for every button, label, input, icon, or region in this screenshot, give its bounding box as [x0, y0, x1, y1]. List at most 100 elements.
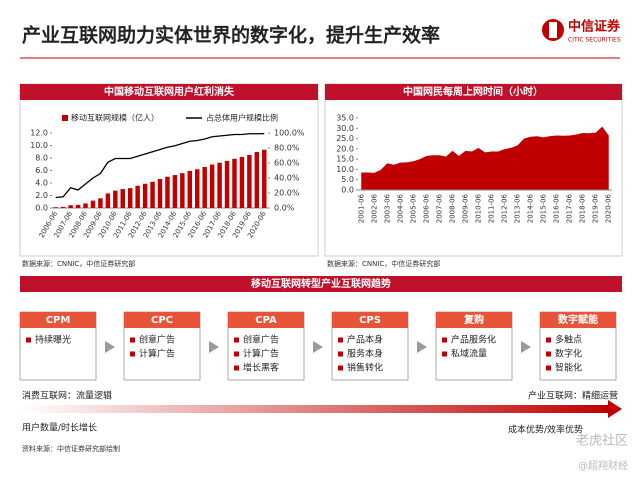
trend-label: 产业互联网：精细运营	[528, 390, 618, 402]
x-tick-label: 2018-06	[579, 193, 587, 223]
x-tick-label: 2008-06	[448, 193, 456, 223]
bar	[202, 167, 207, 208]
y-tick-label: 5.0	[341, 175, 354, 184]
bar	[187, 170, 193, 208]
bar	[142, 183, 148, 208]
bar	[53, 207, 58, 208]
bar	[150, 181, 155, 208]
trend-label: 用户数量/时长增长	[22, 422, 97, 434]
bar	[60, 206, 66, 208]
bullet	[234, 365, 239, 371]
bullet	[130, 351, 135, 357]
y-tick-label: 20.0	[336, 144, 354, 153]
y2-tick-label: 60.0%	[274, 159, 300, 168]
x-tick-label: 2012-06	[501, 193, 509, 223]
y-tick-label: 30.0	[336, 124, 354, 133]
flow-arrow	[417, 341, 427, 353]
x-tick-label: 2003-06	[383, 193, 391, 223]
bar	[120, 189, 125, 208]
x-tick-label: 2006-06	[422, 193, 430, 223]
flow-header	[20, 276, 622, 292]
y-tick-label: 2.0	[35, 191, 48, 200]
bullet	[442, 351, 447, 357]
bullet	[234, 337, 239, 343]
bar	[127, 188, 133, 208]
step-item: 产品服务化	[451, 334, 496, 346]
x-tick-label: 2019-06	[592, 193, 600, 223]
y-tick-label: 10.0	[336, 165, 354, 174]
x-tick-label: 2007-06	[435, 193, 443, 223]
logo-cn: 中信证券	[568, 19, 621, 35]
flow-arrow	[209, 341, 219, 353]
bar	[254, 151, 260, 208]
line	[55, 132, 265, 199]
step-item: 增长黑客	[243, 362, 279, 374]
bar	[90, 200, 96, 208]
source: 数据来源：CNNIC，中信证券研究部	[22, 259, 135, 268]
step-name: 复购	[463, 313, 484, 326]
bar	[75, 204, 81, 208]
step-header	[20, 312, 96, 328]
legend-label: 移动互联网规模（亿人）	[71, 113, 159, 123]
step-name: 数字赋能	[558, 313, 598, 326]
y-tick-label: 0.0	[341, 186, 354, 195]
bar	[172, 175, 178, 208]
bar	[239, 156, 245, 208]
y2-tick-label: 0.0%	[274, 204, 295, 213]
x-tick-label: 2015-06	[540, 193, 548, 223]
trend-label: 成本优势/效率优势	[508, 424, 583, 436]
y-tick-label: 10.0	[30, 141, 48, 150]
watermark: 老虎社区	[576, 433, 628, 449]
y2-tick-label: 80.0%	[274, 144, 300, 153]
y2-tick-label: 20.0%	[274, 189, 300, 198]
y-tick-label: 0.0	[35, 204, 48, 213]
y2-tick-label: 100.0%	[274, 129, 305, 138]
x-tick-label: 2005-06	[409, 193, 417, 223]
x-tick-label: 2010-06	[474, 193, 482, 223]
y-tick-label: 12.0	[30, 129, 48, 138]
step-header	[124, 312, 200, 328]
slide-title: 产业互联网助力实体世界的数字化，提升生产效率	[22, 24, 440, 47]
flow-arrow	[521, 341, 531, 353]
bar	[224, 160, 230, 208]
step-item: 计算广告	[243, 348, 279, 360]
x-tick-label: 2016-06	[553, 193, 561, 223]
source: 数据来源：CNNIC，中信证券研究部	[327, 259, 440, 268]
legend-swatch	[62, 115, 68, 121]
bar	[232, 158, 237, 208]
flow-arrow	[105, 341, 115, 353]
step-item: 私域流量	[451, 348, 487, 360]
step-header	[228, 312, 304, 328]
chart-title: 中国移动互联网用户红利消失	[104, 85, 235, 98]
y2-tick-label: 40.0%	[274, 174, 300, 183]
step-item: 销售转化	[347, 362, 383, 374]
logo-en: CITIC SECURITIES	[568, 37, 621, 44]
step-item: 智能化	[555, 362, 582, 374]
bullet	[338, 351, 343, 357]
chart-header	[325, 84, 622, 100]
bar	[247, 155, 252, 208]
step-name: CPM	[46, 315, 71, 326]
footer-source: 资料来源：中信证券研究部绘制	[22, 444, 120, 453]
bullet	[130, 337, 135, 343]
step-name: CPC	[151, 315, 173, 326]
step-header	[332, 312, 408, 328]
legend-label: 占总体用户规模比例	[206, 113, 278, 123]
flow-arrow	[313, 341, 323, 353]
step-item: 计算广告	[139, 348, 175, 360]
x-tick-label: 2004-06	[396, 193, 404, 223]
bar	[98, 198, 103, 208]
step-item: 多触点	[555, 334, 582, 346]
trend-label: 消费互联网：流量逻辑	[22, 390, 112, 402]
bar	[195, 169, 200, 208]
x-tick-label: 2002-06	[370, 193, 378, 223]
x-tick-label: 2020-06	[605, 193, 613, 223]
x-tick-label: 2017-06	[566, 193, 574, 223]
x-tick-label: 2011-06	[488, 193, 496, 223]
y-tick-label: 8.0	[35, 154, 48, 163]
bullet	[546, 351, 551, 357]
area	[361, 126, 609, 190]
step-header	[436, 312, 512, 328]
step-item: 创意广告	[139, 334, 175, 346]
